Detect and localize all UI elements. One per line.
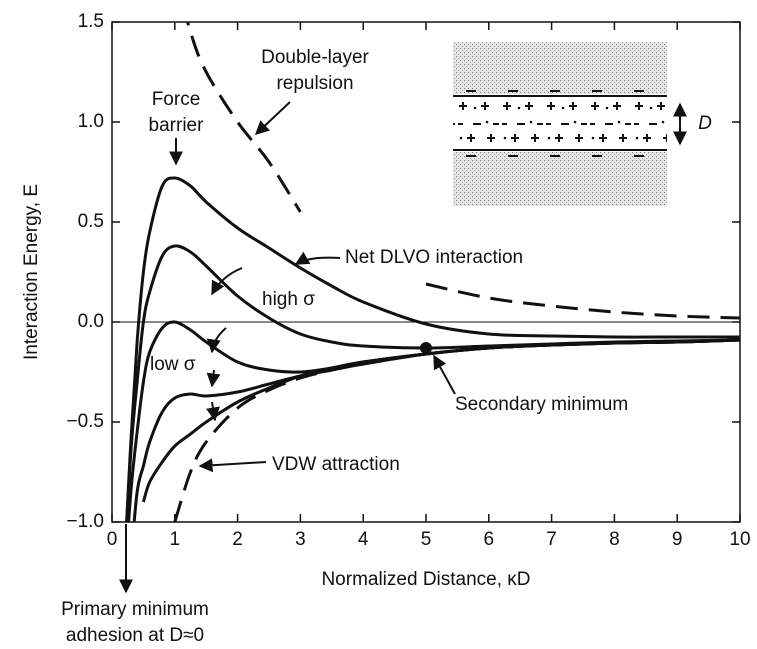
y-tick-label: 1.0: [78, 111, 104, 132]
x-tick-label: 7: [546, 529, 557, 550]
x-axis-label: Normalized Distance, κD: [321, 569, 530, 590]
annotation: adhesion at D≈0: [66, 625, 204, 646]
annotation: Secondary minimum: [455, 394, 628, 415]
annotation: barrier: [149, 115, 205, 136]
secondary-minimum-point: [420, 342, 432, 354]
x-tick-label: 4: [358, 529, 369, 550]
series-line: [131, 340, 740, 562]
annotation: VDW attraction: [272, 454, 400, 475]
x-tick-label: 1: [170, 529, 181, 550]
annotation: high σ: [262, 289, 315, 310]
x-tick-label: 5: [421, 529, 432, 550]
annotation: Primary minimum: [61, 599, 209, 620]
x-tick-label: 8: [609, 529, 620, 550]
series-line: [125, 322, 740, 582]
x-tick-label: 9: [672, 529, 683, 550]
y-tick-label: 1.5: [78, 11, 104, 32]
annotation: Net DLVO interaction: [345, 247, 523, 268]
series-line: [125, 178, 740, 562]
annotation: low σ: [150, 354, 196, 375]
x-tick-label: 2: [232, 529, 243, 550]
x-tick-label: 6: [484, 529, 495, 550]
y-tick-label: −1.0: [66, 511, 104, 532]
inset-diagram: [453, 42, 680, 206]
chart: Normalized Distance, κD Interaction Ener…: [0, 0, 757, 649]
x-tick-label: 3: [295, 529, 306, 550]
series-line: [426, 284, 740, 318]
annotation: Double-layer: [261, 47, 369, 68]
series-line: [125, 246, 740, 562]
x-tick-label: 10: [729, 529, 750, 550]
y-tick-label: 0.5: [78, 211, 104, 232]
y-tick-label: 0.0: [78, 311, 104, 332]
x-tick-label: 0: [107, 529, 118, 550]
annotation: Force: [152, 89, 201, 110]
y-tick-label: −0.5: [66, 411, 104, 432]
annotation: repulsion: [276, 73, 353, 94]
y-axis-label: Interaction Energy, E: [21, 184, 42, 360]
annotation: D: [698, 113, 712, 134]
series-line: [143, 340, 740, 502]
